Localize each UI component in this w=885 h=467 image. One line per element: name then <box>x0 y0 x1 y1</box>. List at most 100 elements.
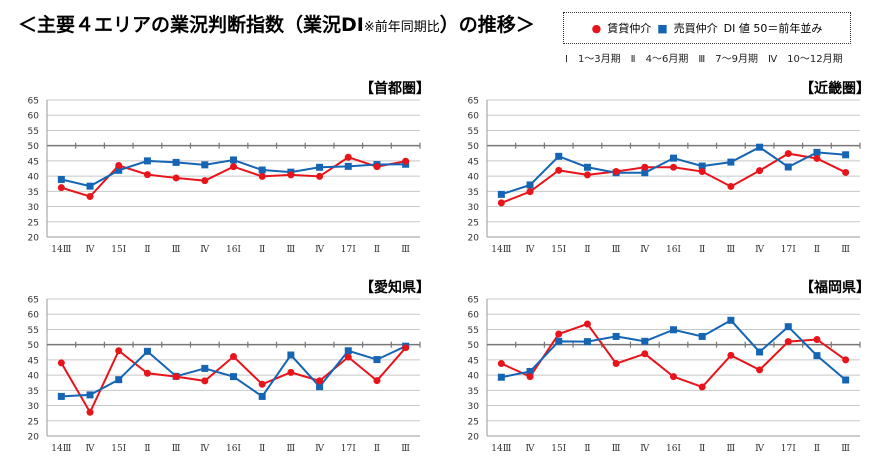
rent-point <box>698 383 706 391</box>
period-note: Ⅰ 1～3月期 Ⅱ 4～6月期 Ⅲ 7～9月期 Ⅳ 10～12月期 <box>565 54 843 65</box>
y-tick-label: 45 <box>468 157 479 167</box>
y-tick-label: 40 <box>28 173 40 183</box>
x-tick-label: Ⅳ <box>755 444 765 454</box>
y-tick-label: 40 <box>468 372 480 382</box>
sale-point <box>842 376 850 384</box>
title-note: ※前年同期比 <box>363 20 440 35</box>
y-tick-label: 65 <box>468 296 479 306</box>
y-tick-label: 60 <box>468 311 480 321</box>
rent-point <box>670 373 677 381</box>
title-main: ＜主要４エリアの業況判断指数（業況DI <box>18 14 364 36</box>
x-tick-label: Ⅱ <box>144 245 150 255</box>
sale-point <box>316 163 324 171</box>
sale-point <box>497 373 505 381</box>
rent-point <box>784 338 792 346</box>
x-tick-label: Ⅳ <box>755 245 765 255</box>
x-tick-label: Ⅲ <box>727 245 736 255</box>
rent-point <box>201 377 209 385</box>
x-tick-label: 17Ⅰ <box>341 245 356 255</box>
y-tick-label: 40 <box>468 173 480 183</box>
sale-point <box>344 347 352 355</box>
rent-point <box>287 171 295 179</box>
x-tick-label: Ⅲ <box>612 444 621 454</box>
y-tick-label: 25 <box>28 417 39 427</box>
sale-point <box>641 337 649 345</box>
title-end: ）の推移＞ <box>439 14 535 36</box>
chart-2: 【愛知県】 20 25 30 35 40 45 50 55 60 65 14Ⅲ Ⅳ 15Ⅰ Ⅱ Ⅲ Ⅳ 16Ⅰ Ⅱ Ⅲ… <box>28 279 430 454</box>
sale-point <box>784 323 792 331</box>
rent-point <box>143 369 151 377</box>
y-tick-label: 65 <box>28 296 39 306</box>
y-tick-label: 35 <box>28 188 39 198</box>
sale-point <box>57 175 65 183</box>
rent-point <box>497 360 505 368</box>
sale-point <box>373 356 381 364</box>
rent-point <box>641 350 649 358</box>
x-tick-label: Ⅲ <box>172 245 181 255</box>
rent-point <box>143 171 151 179</box>
rent-point <box>813 154 821 162</box>
sale-point <box>344 162 352 170</box>
y-tick-label: 30 <box>28 203 40 213</box>
x-tick-label: Ⅳ <box>86 245 96 255</box>
chart-title: 【愛知県】 <box>360 279 430 296</box>
sale-point <box>727 158 735 166</box>
rent-point <box>402 344 410 352</box>
rent-point <box>612 360 620 368</box>
chart-3: 【福岡県】 20 25 30 35 40 45 50 55 60 65 14Ⅲ Ⅳ 15Ⅰ Ⅱ Ⅲ Ⅳ 16Ⅰ Ⅱ Ⅲ… <box>468 279 870 454</box>
y-tick-label: 50 <box>468 142 480 152</box>
x-tick-label: 14Ⅲ <box>491 245 511 255</box>
y-tick-label: 60 <box>28 112 40 122</box>
sale-point <box>670 154 677 162</box>
x-tick-label: Ⅳ <box>200 444 210 454</box>
y-tick-label: 60 <box>468 112 480 122</box>
sale-point <box>497 190 505 198</box>
rent-point <box>258 172 266 180</box>
rent-point <box>230 353 237 361</box>
sale-point <box>583 338 591 346</box>
y-tick-label: 55 <box>468 127 479 137</box>
y-tick-label: 30 <box>468 203 480 213</box>
sale-point <box>86 182 94 190</box>
rent-point <box>555 330 563 338</box>
y-tick-label: 20 <box>28 234 40 244</box>
x-tick-label: 14Ⅲ <box>491 444 511 454</box>
x-tick-label: Ⅱ <box>814 245 820 255</box>
rent-point <box>641 163 649 171</box>
sale-point <box>698 162 706 170</box>
x-tick-label: Ⅳ <box>526 245 536 255</box>
y-tick-label: 65 <box>468 97 479 107</box>
x-tick-label: 16Ⅰ <box>666 245 681 255</box>
sale-point <box>555 152 563 160</box>
x-tick-label: Ⅲ <box>401 444 410 454</box>
sale-point <box>727 316 735 324</box>
x-tick-label: Ⅳ <box>200 245 210 255</box>
page-title: ＜主要４エリアの業況判断指数（業況DI※前年同期比）の推移＞ <box>18 10 535 37</box>
rent-point <box>373 377 381 385</box>
x-tick-label: 16Ⅰ <box>226 444 241 454</box>
x-tick-label: 14Ⅲ <box>51 245 71 255</box>
chart-0: 【首都圏】 20 25 30 35 40 45 50 55 60 65 14Ⅲ Ⅳ 15Ⅰ Ⅱ Ⅲ Ⅳ 16Ⅰ Ⅱ Ⅲ… <box>28 80 430 255</box>
rent-point <box>287 368 295 376</box>
rent-point <box>526 373 534 381</box>
rent-point <box>57 184 65 192</box>
x-tick-label: Ⅱ <box>814 444 820 454</box>
y-tick-label: 30 <box>468 402 480 412</box>
sale-point <box>583 163 591 171</box>
x-tick-label: Ⅲ <box>841 245 850 255</box>
sale-point <box>526 181 534 189</box>
chart-title: 【首都圏】 <box>360 80 430 97</box>
x-tick-label: 16Ⅰ <box>226 245 241 255</box>
sale-point <box>172 158 180 166</box>
y-tick-label: 40 <box>28 372 40 382</box>
sale-point <box>143 157 151 165</box>
sale-point <box>316 383 324 391</box>
sale-point <box>201 161 209 169</box>
y-tick-label: 20 <box>468 433 480 443</box>
x-tick-label: Ⅳ <box>86 444 96 454</box>
rent-point <box>344 353 352 361</box>
rent-point <box>316 377 324 385</box>
sale-point <box>641 169 649 177</box>
sale-point <box>670 326 677 334</box>
rent-point <box>784 150 792 158</box>
